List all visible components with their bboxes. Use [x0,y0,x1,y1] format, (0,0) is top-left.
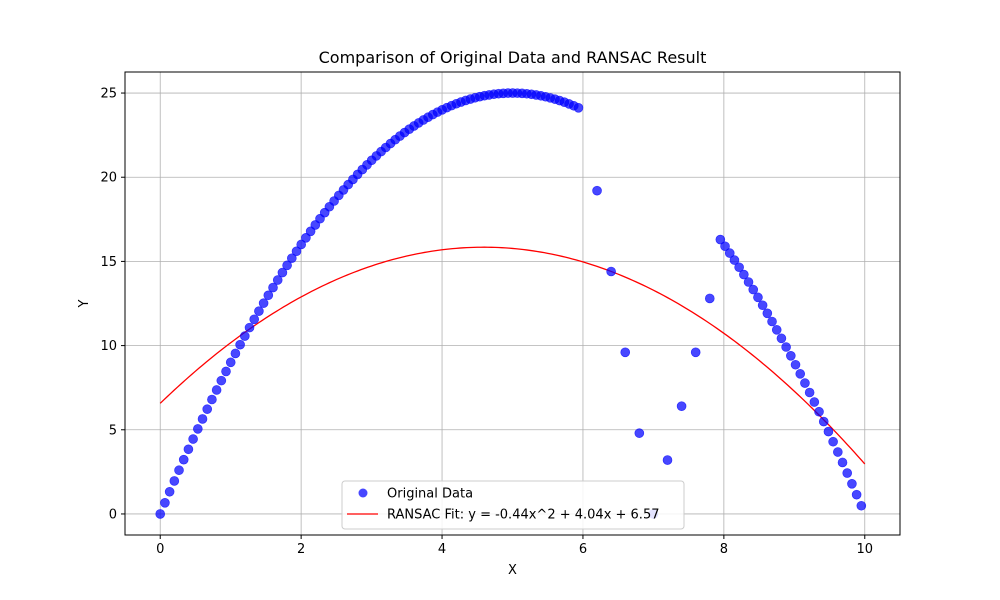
data-point [743,277,754,287]
data-point [197,414,208,424]
data-point [781,342,791,352]
data-point [729,255,740,265]
data-point [620,347,631,358]
data-point [851,489,862,500]
data-point [715,234,726,245]
grid [125,72,900,535]
plot-frame [124,71,901,536]
data-point [720,241,730,252]
data-point [202,404,213,414]
x-tick-label: 4 [438,542,446,557]
data-point [174,465,184,476]
y-tick-label: 10 [100,339,117,354]
data-point [254,306,264,316]
legend-label-ransac-fit: RANSAC Fit: y = -0.44x^2 + 4.04x + 6.57 [387,508,660,523]
data-point [757,300,768,311]
data-point [160,497,170,508]
data-point [230,348,241,359]
data-point [662,455,673,465]
x-tick-label: 8 [720,542,728,557]
fit-line-layer [159,246,866,465]
data-point [193,424,203,434]
data-point [724,248,735,258]
data-point [296,239,307,250]
data-point [634,428,645,438]
legend-label-original-data: Original Data [387,487,473,502]
y-tick-label: 25 [100,87,117,102]
data-point [748,284,759,295]
data-point [207,394,217,405]
axis-ticks: 0 2 4 6 8 10 0 5 10 15 20 25 [100,87,873,557]
x-tick-label: 0 [156,542,164,557]
data-point [235,339,245,350]
data-point [606,266,616,277]
chart-title: Comparison of Original Data and RANSAC R… [319,48,707,67]
x-tick-label: 10 [856,542,873,557]
data-point [272,275,283,285]
legend-marker-original-data [358,488,368,498]
legend: Original Data RANSAC Fit: y = -0.44x^2 +… [341,480,685,530]
data-point [762,308,773,319]
x-tick-label: 6 [579,542,587,557]
data-point [842,468,853,478]
data-point [734,262,744,273]
y-axis-label: Y [77,299,92,308]
data-point [188,434,198,444]
data-point [221,366,231,377]
data-point [753,292,763,303]
data-point [771,325,782,335]
data-point [804,387,815,398]
data-point [282,260,292,271]
data-point [301,233,311,243]
data-point [225,357,236,368]
data-point [249,314,260,325]
data-point [795,369,806,379]
y-tick-label: 5 [109,423,117,438]
data-point [268,282,278,293]
y-tick-label: 15 [100,255,117,270]
data-point [676,401,687,412]
data-point [800,378,810,388]
data-point [277,267,288,278]
data-point [739,269,749,280]
data-point [847,479,857,489]
legend-box [341,480,685,530]
data-point [178,454,189,465]
data-point [263,290,274,301]
y-tick-label: 20 [100,171,117,186]
data-point [690,347,701,358]
data-point [828,436,838,447]
data-point [818,416,829,427]
data-point [776,333,787,344]
data-point [814,406,824,417]
data-point [244,322,255,333]
data-point [790,359,801,370]
data-point [211,385,222,395]
data-point [216,375,227,386]
data-point [573,103,584,113]
data-point [258,298,269,308]
data-point [767,316,777,327]
data-points-layer [155,88,867,519]
x-tick-label: 2 [297,542,305,557]
data-point [164,486,175,497]
data-point [240,331,250,341]
data-point [833,447,843,457]
data-point [786,350,796,361]
data-point [592,185,602,196]
data-point [155,509,166,519]
data-point [823,426,834,437]
data-point [183,444,194,455]
x-axis-label: X [508,563,517,578]
data-point [169,476,180,486]
y-tick-label: 0 [109,507,117,522]
data-point [856,500,867,511]
ransac-fit-line [159,246,866,465]
data-point [809,397,820,407]
data-point [837,457,848,468]
data-point [287,253,297,264]
data-point [291,246,302,257]
data-point [704,293,715,304]
